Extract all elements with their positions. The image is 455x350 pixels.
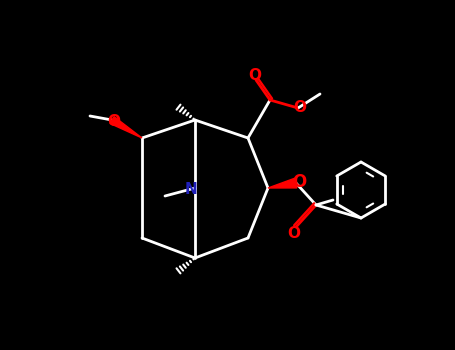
- Text: O: O: [107, 113, 121, 128]
- Text: O: O: [288, 226, 300, 242]
- Text: O: O: [292, 173, 306, 191]
- Text: O: O: [293, 100, 307, 116]
- Text: N: N: [185, 182, 197, 197]
- Polygon shape: [110, 117, 142, 138]
- Text: O: O: [248, 68, 262, 83]
- Polygon shape: [268, 178, 297, 188]
